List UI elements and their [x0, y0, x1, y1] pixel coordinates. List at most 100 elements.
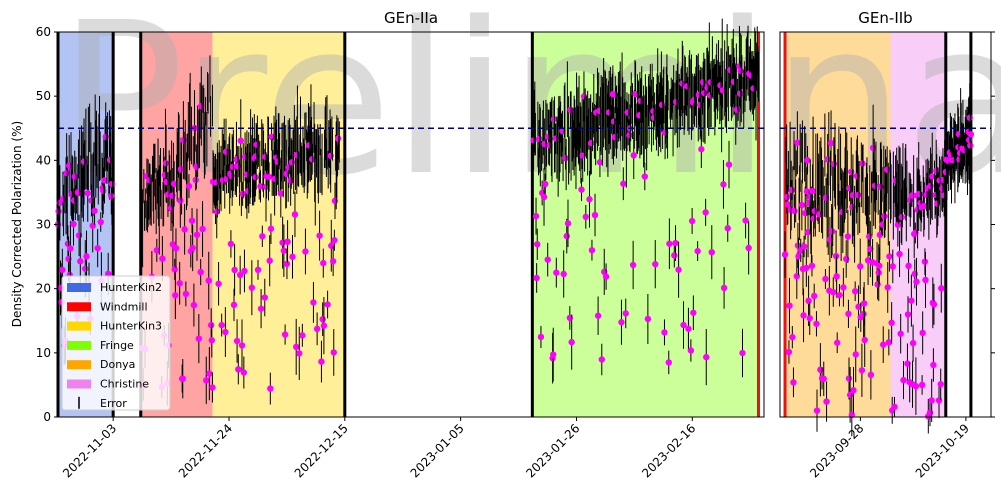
data-point — [798, 201, 806, 209]
data-point — [266, 257, 273, 264]
data-point — [291, 211, 299, 218]
data-point — [867, 371, 875, 379]
data-point — [810, 215, 817, 222]
data-point — [794, 139, 801, 146]
data-point — [188, 217, 196, 224]
data-point — [781, 251, 789, 258]
data-point — [858, 367, 866, 374]
data-point — [860, 310, 867, 318]
data-point — [840, 284, 847, 291]
data-point — [239, 190, 246, 198]
data-point — [203, 377, 210, 384]
data-point — [189, 244, 196, 252]
y-tick-label: 20 — [36, 282, 51, 296]
data-point — [641, 173, 648, 180]
data-point — [967, 142, 974, 149]
data-point — [550, 116, 558, 123]
data-point — [277, 190, 284, 197]
x-tick-label: 2022-11-03 — [60, 421, 119, 480]
data-point — [331, 237, 338, 244]
data-point — [289, 253, 296, 260]
y-tick-label: 50 — [36, 89, 51, 103]
panel-title: GEn-IIb — [858, 9, 912, 27]
data-point — [310, 299, 317, 306]
data-point — [929, 173, 936, 180]
data-point — [94, 244, 101, 252]
data-point — [800, 312, 807, 319]
data-point — [108, 192, 115, 200]
data-point — [191, 124, 198, 132]
data-point — [586, 196, 593, 203]
data-point — [745, 244, 752, 252]
data-point — [720, 284, 728, 292]
data-point — [855, 303, 862, 310]
data-point — [930, 361, 937, 369]
data-point — [891, 403, 898, 411]
data-point — [739, 349, 746, 357]
data-point — [892, 177, 899, 184]
data-point — [170, 180, 178, 188]
data-point — [785, 348, 793, 356]
legend-swatch — [67, 340, 91, 350]
data-point — [865, 233, 873, 240]
legend-swatch — [67, 302, 91, 312]
data-point — [904, 311, 912, 318]
data-point — [871, 182, 879, 189]
x-tick-label: 2023-02-16 — [639, 421, 698, 480]
data-point — [845, 375, 853, 382]
data-point — [231, 266, 238, 274]
data-point — [861, 336, 868, 344]
legend-swatch — [67, 321, 91, 331]
data-point — [567, 106, 574, 114]
data-point — [661, 329, 668, 336]
data-point — [532, 212, 540, 220]
data-point — [280, 247, 288, 254]
data-point — [237, 137, 244, 144]
data-point — [533, 274, 540, 282]
data-point — [197, 268, 204, 276]
data-point — [257, 305, 265, 312]
data-point — [582, 213, 590, 221]
data-point — [919, 329, 926, 337]
data-point — [784, 201, 792, 208]
data-point — [802, 209, 809, 217]
data-point — [830, 288, 837, 296]
data-point — [296, 350, 303, 357]
data-point — [842, 255, 850, 263]
data-point — [742, 217, 749, 224]
data-point — [309, 155, 316, 163]
data-point — [874, 281, 881, 288]
data-point — [675, 266, 682, 273]
data-point — [159, 255, 166, 262]
data-point — [562, 154, 569, 162]
data-point — [900, 376, 907, 384]
data-point — [318, 358, 325, 365]
data-point — [823, 398, 830, 405]
data-point — [702, 209, 709, 216]
x-tick-label: 2023-01-26 — [523, 421, 582, 480]
y-tick-label: 60 — [36, 25, 51, 39]
data-point — [703, 353, 710, 361]
data-point — [67, 245, 74, 252]
legend-swatch — [67, 283, 91, 292]
data-point — [928, 397, 935, 404]
data-point — [193, 231, 201, 238]
data-point — [550, 351, 557, 358]
data-point — [860, 300, 868, 307]
legend-swatch — [67, 360, 91, 370]
data-point — [229, 163, 236, 171]
data-point — [602, 273, 610, 280]
data-point — [618, 319, 625, 326]
data-point — [820, 375, 827, 383]
data-point — [281, 331, 289, 338]
data-point — [876, 231, 884, 239]
data-point — [334, 135, 342, 142]
data-point — [84, 189, 91, 197]
data-point — [240, 369, 248, 376]
data-point — [859, 160, 866, 167]
data-point — [630, 152, 637, 159]
data-point — [316, 232, 323, 239]
data-point — [97, 218, 104, 226]
data-point — [195, 335, 203, 342]
data-point — [889, 263, 896, 270]
